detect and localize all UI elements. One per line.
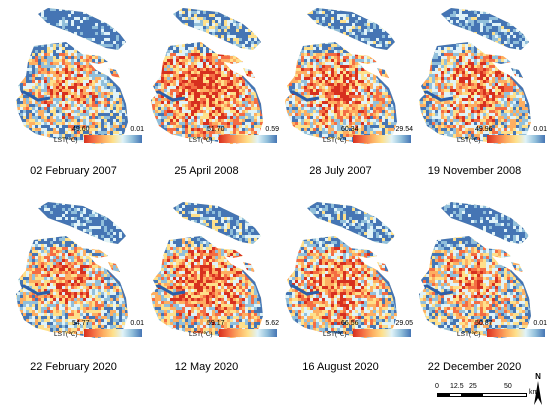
date-label: 22 February 2020	[30, 361, 117, 373]
date-label: 22 December 2020	[427, 361, 522, 373]
legend-max: 49.96	[475, 126, 493, 133]
lst-map	[419, 202, 531, 338]
map-panel-4: 49.96 0.01 LST(℃)	[411, 2, 548, 177]
map-panel-1: 49.60 0.01 LST(℃)	[8, 2, 145, 177]
legend-color-bar	[487, 329, 545, 337]
legend-color-bar	[219, 329, 277, 337]
date-label: 25 April 2008	[174, 165, 239, 177]
lst-map	[151, 8, 263, 144]
lst-map	[151, 202, 263, 338]
map-panel-6: 59.17 5.62 LST(℃)	[143, 196, 280, 371]
scale-label-0: 0	[435, 383, 439, 390]
legend: 50.87 0.01 LST(℃)	[457, 320, 547, 342]
lst-map	[16, 202, 128, 338]
legend-max: 60.34	[341, 126, 359, 133]
legend-max: 50.87	[475, 320, 493, 327]
scale-label-50: 50	[504, 383, 512, 390]
legend-min: 29.54	[395, 126, 413, 133]
legend-title: LST(℃)	[189, 137, 213, 144]
legend: 60.34 29.54 LST(℃)	[323, 126, 413, 148]
legend-color-bar	[353, 135, 411, 143]
legend-color-bar	[84, 329, 142, 337]
legend-color-bar	[84, 135, 142, 143]
legend-max: 51.70	[207, 126, 225, 133]
legend-min: 0.01	[533, 126, 547, 133]
map-panel-7: 66.56 29.05 LST(℃)	[277, 196, 414, 371]
north-arrow-icon	[534, 381, 542, 405]
date-label: 19 November 2008	[427, 165, 522, 177]
scale-bar: 0 12.5 25 50 km	[432, 370, 542, 406]
map-panel-5: 54.77 0.01 LST(℃)	[8, 196, 145, 371]
map-panel-3: 60.34 29.54 LST(℃)	[277, 2, 414, 177]
legend-title: LST(℃)	[323, 137, 347, 144]
legend: 59.17 5.62 LST(℃)	[189, 320, 279, 342]
legend-title: LST(℃)	[323, 331, 347, 338]
legend-max: 66.56	[341, 320, 359, 327]
legend-title: LST(℃)	[54, 331, 78, 338]
map-panel-2: 51.70 0.59 LST(℃)	[143, 2, 280, 177]
legend-max: 59.17	[207, 320, 225, 327]
legend-min: 0.01	[130, 320, 144, 327]
north-label: N	[535, 372, 541, 381]
legend: 49.60 0.01 LST(℃)	[54, 126, 144, 148]
north-arrow: N	[533, 372, 543, 407]
legend-max: 49.60	[72, 126, 90, 133]
scale-label-12-5: 12.5	[450, 383, 464, 390]
legend-min: 0.01	[130, 126, 144, 133]
date-label: 28 July 2007	[309, 165, 372, 177]
legend-min: 29.05	[395, 320, 413, 327]
legend-title: LST(℃)	[457, 331, 481, 338]
lst-map	[285, 8, 397, 144]
date-label: 16 August 2020	[302, 361, 379, 373]
scale-label-25: 25	[469, 383, 477, 390]
legend-color-bar	[219, 135, 277, 143]
date-label: 12 May 2020	[174, 361, 239, 373]
legend: 54.77 0.01 LST(℃)	[54, 320, 144, 342]
legend-min: 5.62	[265, 320, 279, 327]
lst-map	[16, 8, 128, 144]
legend-color-bar	[353, 329, 411, 337]
scale-bar-graphic	[437, 393, 527, 397]
date-label: 02 February 2007	[30, 165, 117, 177]
lst-map	[419, 8, 531, 144]
legend-max: 54.77	[72, 320, 90, 327]
scale-unit: km	[529, 389, 539, 396]
legend: 51.70 0.59 LST(℃)	[189, 126, 279, 148]
legend-min: 0.59	[265, 126, 279, 133]
legend: 49.96 0.01 LST(℃)	[457, 126, 547, 148]
legend-title: LST(℃)	[457, 137, 481, 144]
legend-title: LST(℃)	[54, 137, 78, 144]
legend-color-bar	[487, 135, 545, 143]
legend-min: 0.01	[533, 320, 547, 327]
map-panel-8: 50.87 0.01 LST(℃)	[411, 196, 548, 371]
legend: 66.56 29.05 LST(℃)	[323, 320, 413, 342]
legend-title: LST(℃)	[189, 331, 213, 338]
